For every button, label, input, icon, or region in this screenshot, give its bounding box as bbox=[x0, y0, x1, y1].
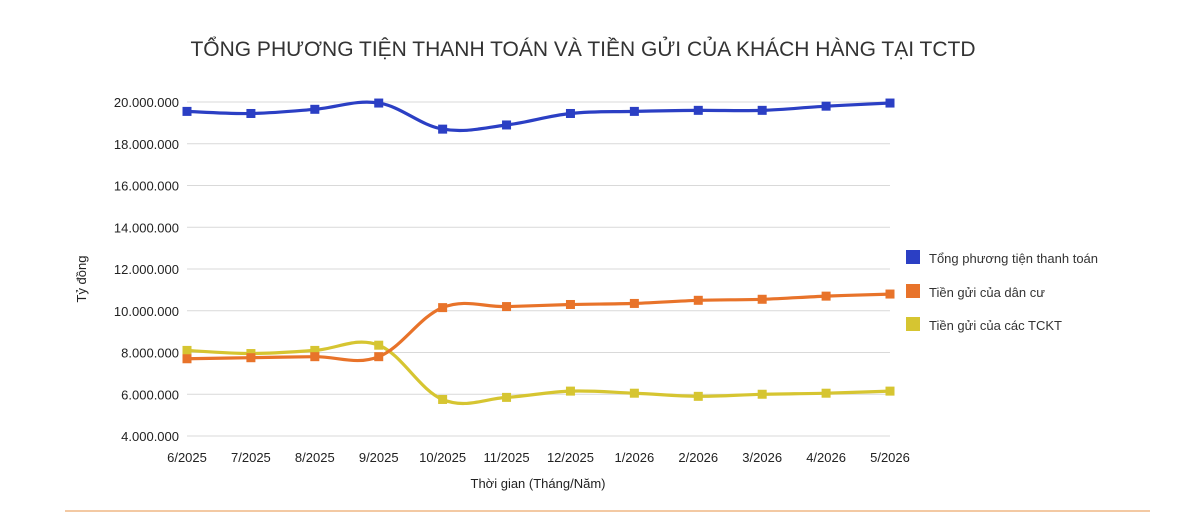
legend-swatch bbox=[906, 284, 920, 298]
data-point-marker bbox=[629, 298, 639, 308]
series-line bbox=[186, 100, 891, 133]
x-tick-label: 3/2026 bbox=[742, 450, 782, 465]
y-tick-label: 14.000.000 bbox=[114, 220, 179, 235]
data-point-marker bbox=[565, 386, 575, 396]
series-lines bbox=[182, 98, 895, 406]
data-point-marker bbox=[885, 289, 895, 299]
y-axis-ticks: 20.000.000 18.000.000 16.000.000 14.000.000… bbox=[114, 95, 179, 444]
y-tick-label: 10.000.000 bbox=[114, 304, 179, 319]
data-point-marker bbox=[182, 345, 192, 355]
data-point-marker bbox=[565, 108, 575, 118]
x-axis-ticks: 6/2025 7/2025 8/2025 9/2025 10/2025 11/2025 12… bbox=[167, 450, 910, 465]
legend-label: Tiền gửi của các TCKT bbox=[929, 318, 1062, 333]
x-tick-label: 10/2025 bbox=[419, 450, 466, 465]
data-point-marker bbox=[182, 106, 192, 116]
x-tick-label: 4/2026 bbox=[806, 450, 846, 465]
y-tick-label: 6.000.000 bbox=[121, 387, 179, 402]
x-tick-label: 1/2026 bbox=[614, 450, 654, 465]
y-tick-label: 12.000.000 bbox=[114, 262, 179, 277]
series-3 bbox=[182, 340, 895, 406]
data-point-marker bbox=[693, 105, 703, 115]
x-tick-label: 9/2025 bbox=[359, 450, 399, 465]
grid-lines bbox=[187, 101, 890, 437]
data-point-marker bbox=[374, 98, 384, 108]
data-point-marker bbox=[693, 391, 703, 401]
x-tick-label: 11/2025 bbox=[484, 450, 530, 465]
data-point-marker bbox=[246, 108, 256, 118]
data-point-marker bbox=[438, 303, 448, 313]
data-point-marker bbox=[374, 352, 384, 362]
y-tick-label: 16.000.000 bbox=[114, 179, 179, 194]
x-tick-label: 6/2025 bbox=[167, 450, 207, 465]
x-tick-label: 12/2025 bbox=[547, 450, 594, 465]
data-point-marker bbox=[821, 388, 831, 398]
legend: Tổng phương tiện thanh toán Tiền gửi của … bbox=[906, 250, 1098, 333]
data-point-marker bbox=[246, 353, 256, 363]
series-1 bbox=[182, 98, 895, 134]
chart-title: TỔNG PHƯƠNG TIỆN THANH TOÁN VÀ TIỀN GỬI … bbox=[190, 37, 975, 61]
legend-swatch bbox=[906, 317, 920, 331]
data-point-marker bbox=[757, 294, 767, 304]
data-point-marker bbox=[502, 120, 512, 130]
data-point-marker bbox=[629, 106, 639, 116]
data-point-marker bbox=[374, 340, 384, 350]
y-tick-label: 20.000.000 bbox=[114, 95, 179, 110]
data-point-marker bbox=[310, 104, 320, 114]
y-axis-label: Tỷ đồng bbox=[74, 256, 89, 303]
data-point-marker bbox=[757, 105, 767, 115]
data-point-marker bbox=[565, 299, 575, 309]
data-point-marker bbox=[502, 392, 512, 402]
data-point-marker bbox=[438, 394, 448, 404]
data-point-marker bbox=[885, 98, 895, 108]
x-tick-label: 2/2026 bbox=[678, 450, 718, 465]
y-tick-label: 18.000.000 bbox=[114, 137, 179, 152]
data-point-marker bbox=[182, 354, 192, 364]
data-point-marker bbox=[693, 295, 703, 305]
data-point-marker bbox=[310, 345, 320, 355]
legend-label: Tiền gửi của dân cư bbox=[929, 285, 1045, 300]
data-point-marker bbox=[885, 386, 895, 396]
data-point-marker bbox=[438, 124, 448, 134]
data-point-marker bbox=[757, 389, 767, 399]
data-point-marker bbox=[629, 388, 639, 398]
data-point-marker bbox=[310, 352, 320, 362]
x-tick-label: 8/2025 bbox=[295, 450, 335, 465]
data-point-marker bbox=[821, 101, 831, 111]
bottom-divider bbox=[65, 510, 1150, 512]
y-tick-label: 4.000.000 bbox=[121, 429, 179, 444]
legend-label: Tổng phương tiện thanh toán bbox=[929, 251, 1098, 266]
x-tick-label: 5/2026 bbox=[870, 450, 910, 465]
data-point-marker bbox=[821, 291, 831, 301]
series-2 bbox=[182, 289, 895, 364]
x-axis-label: Thời gian (Tháng/Năm) bbox=[471, 476, 606, 491]
x-tick-label: 7/2025 bbox=[231, 450, 271, 465]
y-tick-label: 8.000.000 bbox=[121, 346, 179, 361]
legend-swatch bbox=[906, 250, 920, 264]
data-point-marker bbox=[502, 302, 512, 312]
